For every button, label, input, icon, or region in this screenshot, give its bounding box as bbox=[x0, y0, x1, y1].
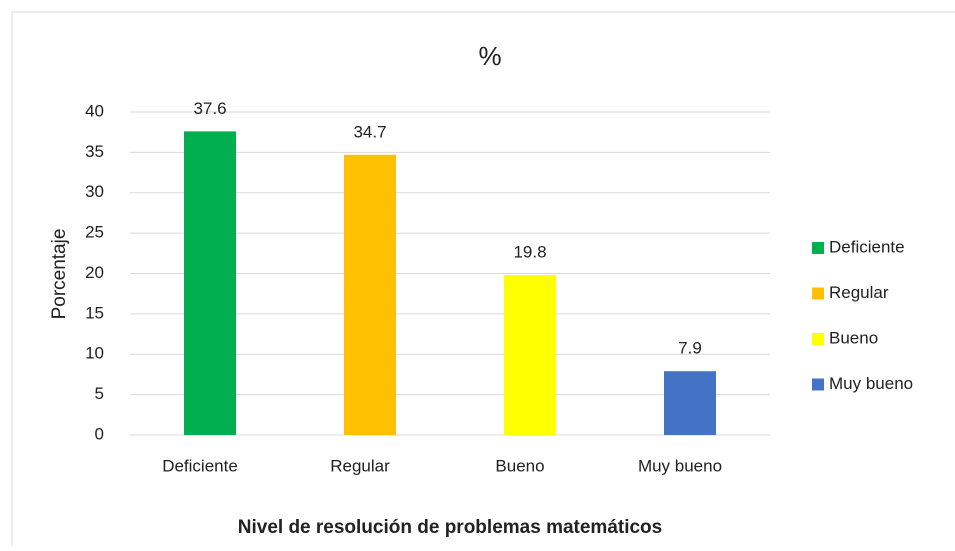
y-tick-label: 5 bbox=[95, 384, 104, 403]
chart-border bbox=[11, 11, 955, 551]
y-axis-label: Porcentaje bbox=[49, 229, 70, 320]
data-label: 37.6 bbox=[193, 99, 226, 118]
y-tick-label: 10 bbox=[85, 344, 104, 363]
legend-label: Regular bbox=[829, 283, 889, 302]
legend-label: Bueno bbox=[829, 328, 878, 347]
data-label: 34.7 bbox=[353, 122, 386, 141]
legend-swatch bbox=[812, 287, 824, 300]
x-tick-label: Regular bbox=[330, 456, 390, 475]
data-label: 7.9 bbox=[678, 339, 702, 358]
y-tick-label: 40 bbox=[85, 101, 104, 120]
bar bbox=[344, 154, 396, 436]
legend-label: Muy bueno bbox=[829, 374, 913, 393]
y-tick-label: 25 bbox=[85, 223, 104, 242]
y-tick-label: 20 bbox=[85, 263, 104, 282]
bar bbox=[504, 275, 556, 435]
bar bbox=[664, 371, 716, 435]
y-tick-label: 30 bbox=[85, 182, 104, 201]
bar bbox=[184, 131, 236, 435]
x-tick-label: Muy bueno bbox=[638, 456, 722, 475]
x-tick-label: Deficiente bbox=[162, 456, 238, 475]
data-label: 19.8 bbox=[513, 243, 546, 262]
y-tick-label: 35 bbox=[85, 142, 104, 161]
y-tick-label: 15 bbox=[85, 303, 104, 322]
legend-swatch bbox=[812, 378, 824, 391]
legend-swatch bbox=[812, 242, 824, 254]
legend-label: Deficiente bbox=[829, 237, 905, 256]
y-tick-label: 0 bbox=[95, 424, 104, 443]
chart-title: % bbox=[478, 41, 501, 71]
legend-swatch bbox=[812, 333, 824, 345]
x-tick-label: Bueno bbox=[495, 456, 544, 475]
x-axis-label: Nivel de resolución de problemas matemát… bbox=[238, 517, 662, 538]
